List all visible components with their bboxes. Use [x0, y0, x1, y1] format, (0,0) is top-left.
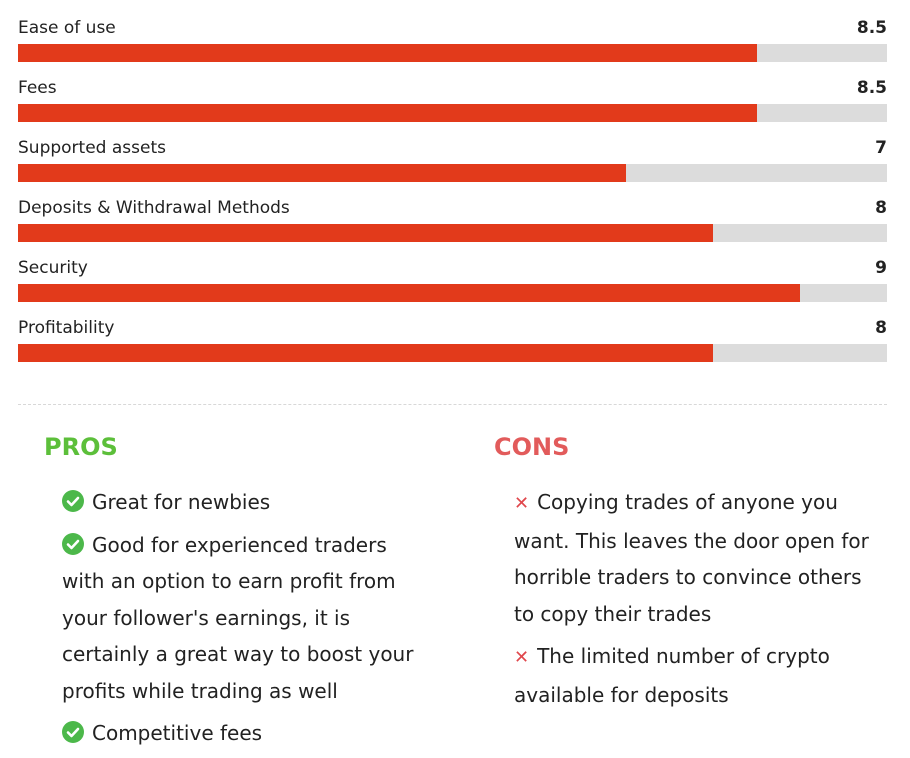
check-circle-icon	[62, 721, 84, 743]
pros-item: Competitive fees	[62, 715, 422, 752]
cons-list: ✕ Copying trades of anyone you want. This…	[514, 484, 874, 719]
rating-bar-track	[18, 44, 887, 62]
pros-item-text: Competitive fees	[92, 721, 263, 745]
cons-item-text: The limited number of crypto available f…	[514, 644, 830, 707]
pros-item-text: Great for newbies	[92, 490, 271, 514]
pros-item-text: Good for experienced traders with an opt…	[62, 532, 414, 703]
rating-score: 7	[875, 138, 887, 158]
rating-label: Ease of use	[18, 18, 116, 38]
pros-section: PROS Great for newbies Good for experien…	[44, 430, 424, 745]
rating-bar-track	[18, 104, 887, 122]
cons-item: ✕ The limited number of crypto available …	[514, 638, 874, 713]
rating-score: 8.5	[856, 78, 887, 98]
x-mark-icon: ✕	[514, 493, 530, 514]
rating-bar-fill	[18, 284, 801, 302]
rating-row-deposits-withdrawal: Deposits & Withdrawal Methods 8	[18, 196, 887, 256]
rating-bar-fill	[18, 44, 757, 62]
rating-label: Security	[18, 258, 88, 278]
rating-bar-fill	[18, 164, 627, 182]
cons-section: CONS ✕ Copying trades of anyone you want.…	[494, 430, 874, 707]
rating-bar-track	[18, 224, 887, 242]
rating-label: Profitability	[18, 318, 115, 338]
rating-bar-fill	[18, 344, 714, 362]
rating-row-fees: Fees 8.5	[18, 76, 887, 136]
rating-score: 8.5	[856, 18, 887, 38]
check-circle-icon	[62, 490, 84, 512]
rating-score: 8	[875, 198, 887, 218]
rating-bar-track	[18, 284, 887, 302]
rating-label: Deposits & Withdrawal Methods	[18, 198, 290, 218]
rating-bar-track	[18, 164, 887, 182]
x-mark-icon: ✕	[514, 647, 530, 668]
rating-label: Supported assets	[18, 138, 166, 158]
ratings-list: Ease of use 8.5 Fees 8.5 Supported asset…	[18, 16, 887, 376]
rating-score: 9	[875, 258, 887, 278]
pros-list: Great for newbies Good for experienced t…	[62, 484, 422, 758]
rating-row-supported-assets: Supported assets 7	[18, 136, 887, 196]
section-divider	[18, 404, 887, 405]
rating-label: Fees	[18, 78, 57, 98]
cons-title: CONS	[494, 433, 570, 461]
rating-bar-track	[18, 344, 887, 362]
rating-score: 8	[875, 318, 887, 338]
cons-item-text: Copying trades of anyone you want. This …	[514, 490, 869, 626]
rating-row-security: Security 9	[18, 256, 887, 316]
rating-row-profitability: Profitability 8	[18, 316, 887, 376]
rating-bar-fill	[18, 224, 714, 242]
pros-item: Good for experienced traders with an opt…	[62, 527, 422, 710]
check-circle-icon	[62, 532, 84, 555]
rating-bar-fill	[18, 104, 757, 122]
pros-title: PROS	[44, 433, 118, 461]
pros-item: Great for newbies	[62, 484, 422, 521]
rating-row-ease-of-use: Ease of use 8.5	[18, 16, 887, 76]
cons-item: ✕ Copying trades of anyone you want. This…	[514, 484, 874, 632]
